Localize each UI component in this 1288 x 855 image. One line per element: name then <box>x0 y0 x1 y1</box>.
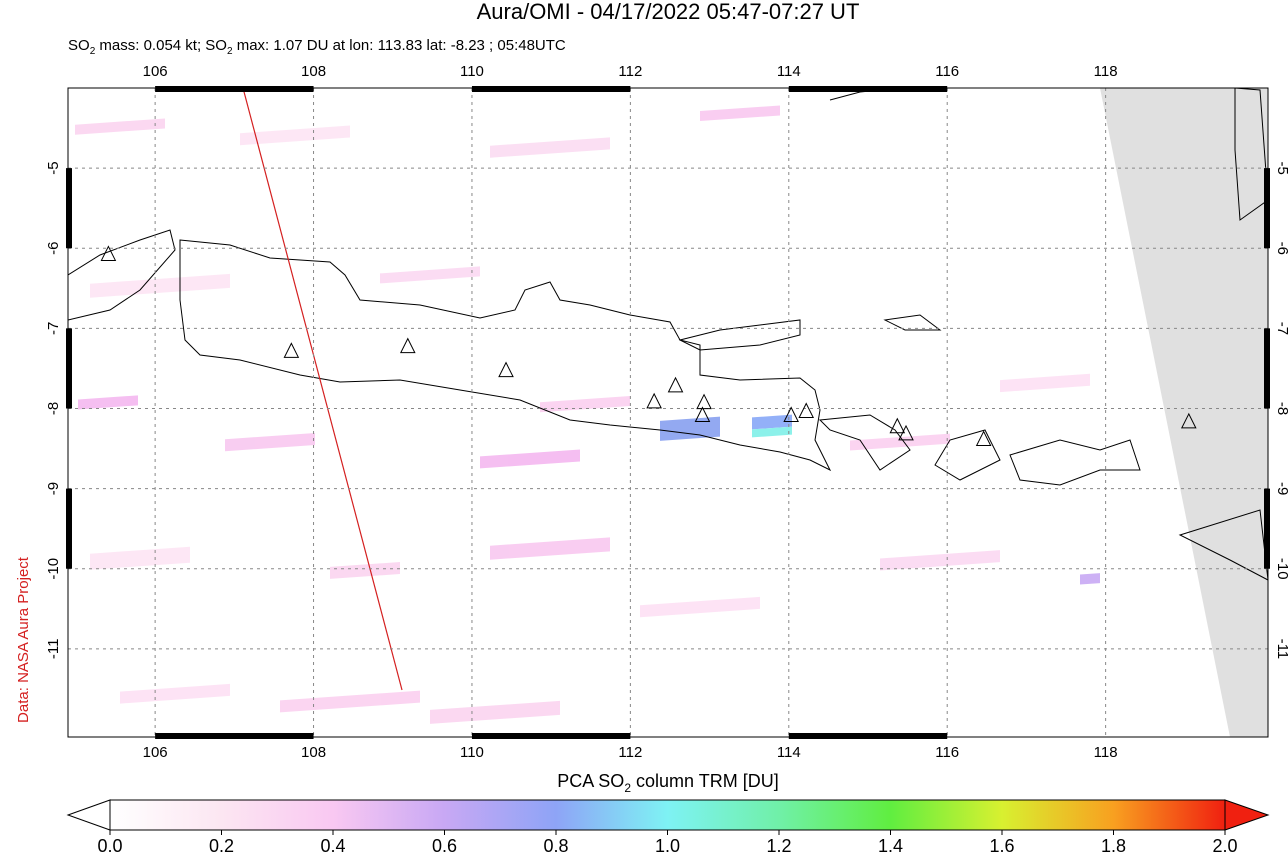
colorbar <box>109 799 1226 831</box>
subscript: 2 <box>227 46 233 57</box>
frame-band <box>66 328 72 409</box>
map-background <box>68 88 1268 737</box>
y-tick-label: -8 <box>45 402 62 415</box>
x-tick-label: 112 <box>618 63 642 80</box>
volcano <box>1180 412 1197 429</box>
volcano <box>498 361 514 378</box>
volcano <box>694 406 711 423</box>
subtitle-part: max: 1.07 DU at lon: 113.83 lat: -8.23 ;… <box>233 37 566 54</box>
colorbar-tick-label: 0.0 <box>97 836 122 855</box>
colorbar-tick-label: 1.0 <box>655 836 680 855</box>
colorbar-tick-label: 0.8 <box>543 836 568 855</box>
subscript: 2 <box>90 46 96 57</box>
volcanoes <box>100 245 1197 447</box>
map-area <box>68 88 1268 737</box>
y-tick-label: -6 <box>45 242 62 255</box>
volcano <box>696 393 712 410</box>
frame-band <box>66 168 72 249</box>
y-tick-label: -11 <box>45 639 62 660</box>
frame-band <box>1264 488 1270 569</box>
x-tick-label: 108 <box>301 744 326 761</box>
frame-band <box>1264 168 1270 249</box>
frame-band <box>155 733 314 739</box>
colorbar-tick-label: 1.8 <box>1101 836 1126 855</box>
colorbar-tick-label: 1.2 <box>766 836 791 855</box>
x-tick-label: 114 <box>777 744 801 761</box>
colorbar-tick-label: 0.2 <box>209 836 234 855</box>
colorbar-title-part: PCA SO <box>557 771 624 791</box>
colorbar-tick-label: 1.6 <box>989 836 1014 855</box>
x-tick-label: 106 <box>143 744 168 761</box>
subtitle-part: SO <box>68 37 90 54</box>
x-tick-label: 106 <box>143 63 168 80</box>
colorbar-tick-label: 0.6 <box>432 836 457 855</box>
x-tick-label: 114 <box>777 63 801 80</box>
x-tick-label: 110 <box>460 744 484 761</box>
x-tick-label: 112 <box>618 744 642 761</box>
volcano <box>100 245 117 261</box>
volcano <box>889 417 906 434</box>
volcano <box>975 430 992 447</box>
y-tick-label: -11 <box>1274 639 1288 660</box>
y-tick-label: -7 <box>1274 322 1288 335</box>
subtitle: SO2 mass: 0.054 kt; SO2 max: 1.07 DU at … <box>68 37 566 57</box>
x-tick-label: 116 <box>935 744 959 761</box>
y-tick-label: -10 <box>1274 558 1288 580</box>
volcano <box>798 402 815 418</box>
colorbar-tick-label: 2.0 <box>1212 836 1237 855</box>
y-tick-label: -10 <box>45 558 62 580</box>
volcano <box>283 342 300 358</box>
y-tick-label: -9 <box>1274 482 1288 495</box>
no-data-region <box>1100 88 1268 737</box>
y-tick-label: -6 <box>1274 242 1288 255</box>
credit: Data: NASA Aura Project <box>15 556 32 723</box>
x-tick-label: 118 <box>1094 63 1118 80</box>
subtitle-part: mass: 0.054 kt; SO <box>95 37 227 54</box>
frame-band <box>66 488 72 569</box>
frame-band <box>155 86 314 92</box>
map-frame <box>66 86 1270 739</box>
colorbar-tick-label: 0.4 <box>320 836 345 855</box>
frame-band <box>788 86 948 92</box>
frame-band <box>471 733 631 739</box>
orbit-edge <box>242 88 403 691</box>
tick-labels: 106 106 108 108 110 110 112 112 114 114 116 116 118 1… <box>45 63 1288 761</box>
x-tick-label: 116 <box>935 63 959 80</box>
frame-border <box>67 87 1269 738</box>
colorbar-ticks: 0.0 0.2 0.4 0.6 0.8 1.0 1.2 1.4 1.6 1.8 2.0 <box>97 830 1238 855</box>
so2-pixels <box>75 105 1100 724</box>
title: Aura/OMI - 04/17/2022 05:47-07:27 UT <box>477 0 860 24</box>
coastlines <box>68 88 1268 581</box>
colorbar-title-part: column TRM [DU] <box>631 771 779 791</box>
volcano <box>667 376 684 393</box>
volcano <box>783 406 799 423</box>
x-tick-label: 110 <box>460 63 484 80</box>
colorbar-tick-label: 1.4 <box>878 836 903 855</box>
grid <box>68 88 1268 737</box>
y-tick-label: -5 <box>1274 161 1288 174</box>
volcano <box>898 424 914 441</box>
x-tick-label: 118 <box>1094 744 1118 761</box>
volcano <box>399 337 416 354</box>
y-tick-label: -5 <box>45 161 62 174</box>
y-tick-label: -9 <box>45 482 62 495</box>
subscript: 2 <box>624 781 631 795</box>
frame-band <box>471 86 631 92</box>
frame-band <box>788 733 948 739</box>
colorbar-max-arrow <box>1224 799 1270 831</box>
y-tick-label: -8 <box>1274 402 1288 415</box>
y-tick-label: -7 <box>45 322 62 335</box>
colorbar-min-arrow <box>66 799 111 831</box>
frame-band <box>1264 328 1270 409</box>
x-tick-label: 108 <box>301 63 326 80</box>
volcano <box>646 392 662 409</box>
colorbar-title: PCA SO2 column TRM [DU] <box>557 771 778 795</box>
